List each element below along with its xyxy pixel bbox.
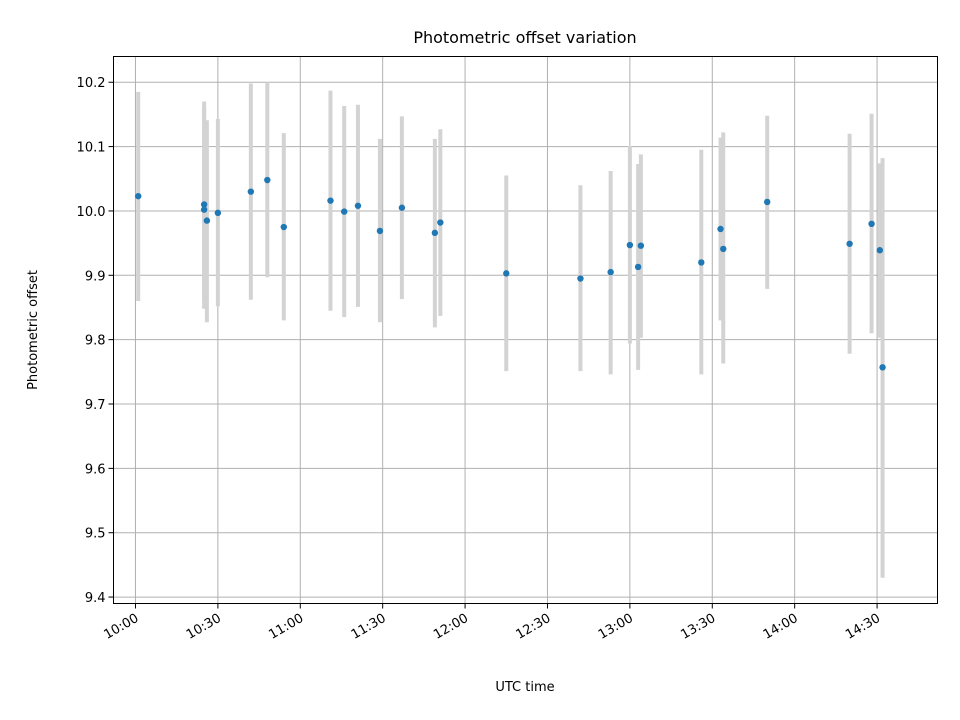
data-point bbox=[607, 268, 614, 276]
data-point bbox=[626, 241, 634, 249]
data-point bbox=[717, 225, 724, 233]
data-point bbox=[846, 240, 853, 247]
data-point bbox=[764, 198, 771, 206]
data-point bbox=[634, 263, 642, 271]
data-point bbox=[503, 270, 510, 277]
y-tick-label: 10.1 bbox=[77, 141, 106, 156]
data-point bbox=[200, 206, 208, 213]
data-point bbox=[398, 204, 406, 211]
y-tick-label: 10.0 bbox=[77, 205, 106, 220]
data-point bbox=[327, 197, 334, 204]
data-point bbox=[876, 247, 884, 254]
x-axis-label: UTC time bbox=[495, 680, 554, 695]
data-point bbox=[203, 217, 211, 224]
data-point bbox=[200, 201, 208, 208]
data-point bbox=[341, 208, 348, 215]
y-tick-label: 9.9 bbox=[85, 269, 106, 284]
data-point bbox=[264, 176, 271, 184]
data-point bbox=[431, 229, 439, 237]
y-axis-ticks: 9.4 9.5 9.6 9.7 9.8 9.9 10.0 10.1 10.2 bbox=[77, 76, 114, 606]
y-tick-label: 10.2 bbox=[77, 76, 106, 91]
data-point bbox=[698, 259, 705, 266]
data-point bbox=[135, 192, 142, 200]
y-tick-label: 9.8 bbox=[85, 334, 106, 349]
data-point bbox=[280, 223, 287, 231]
grid-lines bbox=[113, 56, 938, 604]
data-point bbox=[868, 220, 875, 228]
data-point bbox=[720, 245, 727, 253]
data-point bbox=[354, 202, 362, 209]
data-point bbox=[437, 219, 444, 226]
y-tick-label: 9.4 bbox=[85, 591, 106, 606]
data-point bbox=[637, 242, 645, 249]
data-point bbox=[214, 209, 222, 217]
data-point bbox=[879, 364, 886, 371]
data-points bbox=[135, 176, 886, 371]
y-axis-label: Photometric offset bbox=[26, 270, 41, 390]
y-tick-label: 9.7 bbox=[85, 398, 106, 413]
y-tick-label: 9.6 bbox=[85, 462, 106, 477]
data-point bbox=[376, 227, 384, 235]
plot-frame bbox=[113, 56, 938, 604]
chart-title: Photometric offset variation bbox=[413, 28, 636, 47]
data-point bbox=[577, 275, 584, 282]
y-tick-label: 9.5 bbox=[85, 527, 106, 542]
data-point bbox=[247, 188, 255, 195]
